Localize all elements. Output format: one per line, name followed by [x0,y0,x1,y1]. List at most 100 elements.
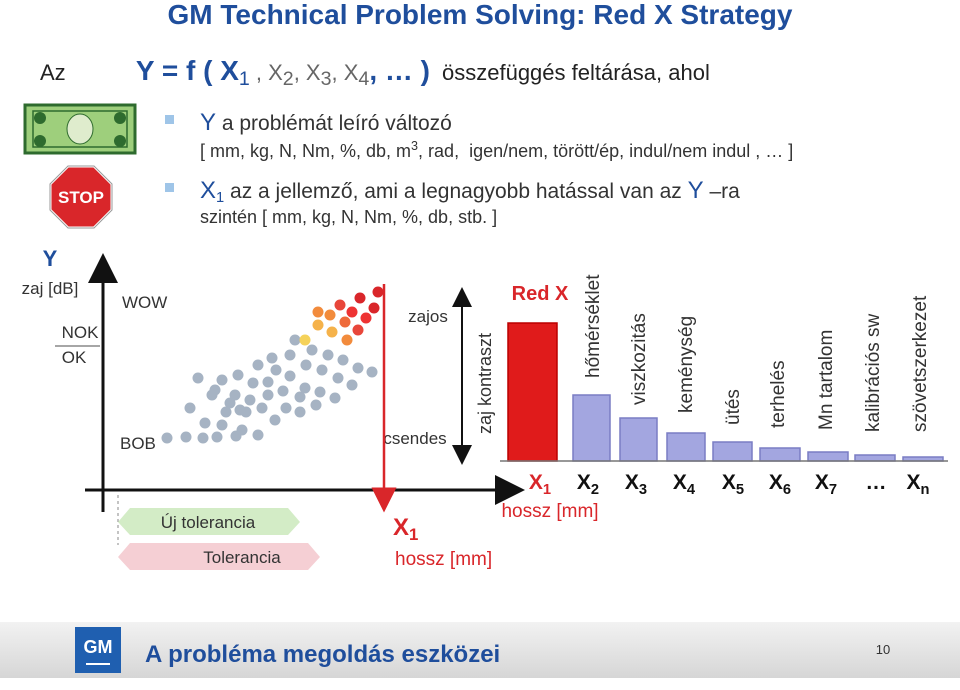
x1-sub: 1 [409,525,418,544]
new-tolerance-label: Új tolerancia [161,513,256,532]
scatter-dot [341,334,353,346]
pareto-bar [807,451,849,462]
gm-logo [75,627,121,673]
scatter-dot [262,376,274,388]
scatter-dot [299,334,311,346]
pareto-bar [712,441,753,462]
formula-sub: 3 [321,68,332,90]
pareto-x-sub: 2 [591,482,599,498]
scatter-dot [352,362,364,374]
pareto-x-label: X5 [722,471,744,498]
bullet-line: szintén [ mm, kg, N, Nm, %, db, stb. ] [200,207,497,227]
pareto-x-sub: 3 [639,482,647,498]
scatter-dot [280,402,292,414]
pareto-bar [759,447,801,462]
scatter-dot [216,374,228,386]
pareto-x-label: X1 [529,471,551,498]
pareto-x-part: X [815,471,829,494]
scatter-dot [244,394,256,406]
scatter-dot [229,389,241,401]
factor-label: kalibrációs sw [863,313,884,432]
formula-sub: 4 [358,68,369,90]
bullet-part: az a jellemző, ami a legnagyobb hatással… [224,180,687,203]
scatter-dot [312,306,324,318]
ok-label: OK [62,348,87,367]
bullet-line: Y a problémát leíró változó [200,109,452,136]
scatter-dot [294,406,306,418]
red-x-label: Red X [512,283,569,305]
formula-lead: Az [40,60,66,85]
stop-icon: STOP [48,164,114,230]
bullet-part: a problémát leíró változó [216,112,452,135]
scatter-dot [326,326,338,338]
contrast-label: zaj kontraszt [475,333,495,434]
pareto-x-part: X [529,471,543,494]
formula-part: , X [250,60,283,85]
footer-bar [0,622,960,678]
bullet-line: X1 az a jellemző, ami a legnagyobb hatás… [200,177,740,206]
pareto-x-label: X6 [769,471,791,498]
scatter-dot [234,404,246,416]
footer-text: A probléma megoldás eszközei [145,641,500,668]
scatter-dot [289,334,301,346]
bullet-part: [ mm, kg, N, Nm, %, db, m [200,141,411,161]
scatter-dot [300,359,312,371]
pareto-x-label: X7 [815,471,837,498]
scatter-dot [236,424,248,436]
quiet-label: csendes [383,429,446,448]
factor-label: viszkozitás [629,313,650,405]
formula-part: Y = f ( X [136,55,239,86]
scatter-dot [232,369,244,381]
bullet-part: , rad, igen/nem, törött/ép, indul/nem in… [418,141,793,161]
scatter-dot [216,419,228,431]
scatter-dot [346,306,358,318]
formula-part: , X [294,60,321,85]
pareto-x-part: X [769,471,783,494]
pareto-unit: hossz [mm] [501,501,598,522]
pareto-x-label: X4 [673,471,696,498]
pareto-x-sub: 5 [736,482,744,498]
scatter-dot [366,366,378,378]
scatter-dot [252,359,264,371]
bullet [165,115,174,124]
pareto-x-part: X [907,471,921,494]
scatter-dot [314,386,326,398]
scatter-dot [299,382,311,394]
pareto-bar [572,394,611,462]
scatter-dot [284,349,296,361]
wow-label: WOW [122,293,167,312]
pareto-x-sub: n [921,482,930,498]
scatter-dot [372,286,384,298]
pareto-bar [507,322,558,462]
y-label: Y [43,246,58,271]
scatter-dot [197,432,209,444]
x1-part: X [393,514,409,541]
pareto-x-label: X2 [577,471,599,498]
pareto-chart: hőmérséklet viszkozitás keménység ütés terhe… [507,274,944,498]
scatter-dot [211,431,223,443]
scatter-dot [332,372,344,384]
pareto-x-part: X [625,471,639,494]
scatter-dot [270,364,282,376]
pareto-x-part: X [722,471,736,494]
page-number: 10 [876,642,890,657]
pareto-x-part: X [577,471,591,494]
y-unit: zaj [dB] [22,279,79,298]
scatter-dot [262,389,274,401]
pareto-bar [854,454,896,462]
bullet-sub: 1 [216,190,224,206]
scatter-dot [352,324,364,336]
scatter-dot [199,417,211,429]
x1-label: X1 [393,514,418,544]
bullet-part: Y [688,177,704,204]
bullet-sup: 3 [411,139,418,153]
scatter-dot [324,309,336,321]
scatter-dot [316,364,328,376]
bullet-part: X [200,177,216,204]
dollar-icon [23,103,137,155]
scatter-dot [346,379,358,391]
title: GM Technical Problem Solving: Red X Stra… [168,0,793,30]
scatter-dots [161,286,384,444]
bob-label: BOB [120,434,156,453]
